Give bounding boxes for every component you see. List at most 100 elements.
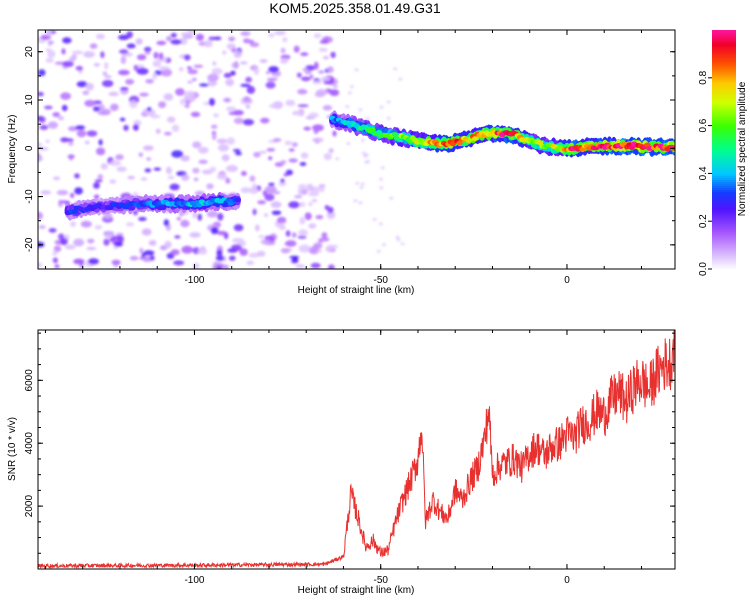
noise-speckle (257, 200, 266, 205)
noise-speckle (138, 217, 147, 221)
noise-speckle (328, 148, 334, 154)
noise-speckle (217, 230, 227, 236)
noise-speckle (274, 30, 286, 36)
noise-speckle (56, 189, 69, 196)
colorbar-label: Normalized spectral amplitude (737, 81, 748, 216)
noise-speckle (87, 238, 95, 244)
noise-speckle (93, 182, 100, 189)
noise-speckle (70, 221, 77, 227)
noise-speckle (225, 177, 231, 184)
noise-speckle (389, 196, 394, 200)
noise-speckle (208, 36, 216, 41)
noise-speckle (178, 67, 184, 72)
colorbar-segment (712, 199, 736, 202)
noise-speckle (61, 48, 66, 55)
colorbar: 0.0 0.2 0.4 0.6 0.8 Normalized spectral ampl… (698, 30, 748, 276)
noise-speckle (144, 46, 152, 53)
colorbar-segment (712, 183, 736, 186)
noise-speckle (315, 215, 324, 220)
noise-speckle (204, 39, 213, 48)
noise-speckle (346, 142, 351, 145)
noise-speckle (94, 225, 103, 230)
colorbar-segment (712, 141, 736, 145)
noise-speckle (280, 178, 285, 183)
noise-speckle (158, 66, 170, 71)
noise-speckle (52, 112, 60, 118)
colorbar-segment (712, 197, 736, 200)
noise-speckle (189, 232, 201, 238)
noise-speckle (240, 187, 251, 194)
y-tick-label: 0 (24, 145, 35, 151)
noise-speckle (260, 117, 270, 124)
noise-speckle (135, 38, 143, 45)
noise-speckle (354, 68, 359, 72)
noise-speckle (266, 148, 276, 152)
colorbar-segment (712, 151, 736, 155)
noise-speckle (192, 77, 197, 82)
colorbar-segment (712, 241, 736, 244)
snr-y-label: SNR (10 * v/v) (7, 417, 18, 481)
colorbar-tick-label: 0.8 (698, 70, 709, 84)
snr-frame (37, 329, 676, 570)
noise-speckle (139, 92, 149, 97)
noise-speckle (148, 240, 157, 246)
noise-speckle (225, 106, 237, 112)
noise-speckle (332, 84, 339, 89)
colorbar-segment (712, 63, 736, 67)
colorbar-segment (712, 153, 736, 157)
noise-speckle (223, 72, 232, 78)
noise-speckle (38, 142, 43, 147)
noise-speckle (129, 100, 138, 109)
noise-speckle (45, 57, 54, 63)
noise-speckle (163, 219, 170, 227)
noise-speckle (126, 43, 136, 49)
noise-speckle (278, 181, 287, 187)
noise-speckle (152, 72, 158, 80)
x-tick-label: -50 (373, 575, 388, 586)
noise-speckle (288, 148, 295, 152)
noise-speckle (282, 37, 288, 43)
noise-speckle (129, 256, 139, 261)
noise-speckle (304, 212, 312, 221)
noise-speckle (74, 187, 83, 195)
noise-speckle (208, 98, 215, 106)
noise-speckle (269, 104, 277, 109)
colorbar-segment (712, 191, 736, 194)
noise-speckle (104, 75, 112, 79)
noise-speckle (308, 201, 313, 207)
colorbar-segment (712, 167, 736, 171)
noise-speckle (38, 154, 43, 162)
noise-speckle (396, 238, 401, 242)
noise-speckle (252, 183, 257, 191)
noise-speckle (44, 105, 53, 110)
noise-speckle (155, 128, 161, 134)
colorbar-segment (712, 227, 736, 230)
noise-speckle (61, 104, 68, 112)
noise-speckle (181, 245, 193, 254)
noise-speckle (315, 89, 328, 96)
colorbar-segment (712, 161, 736, 165)
noise-speckle (156, 40, 167, 46)
colorbar-segment (712, 239, 736, 242)
noise-speckle (158, 101, 167, 109)
colorbar-segment (712, 165, 736, 169)
noise-speckle (347, 91, 352, 95)
y-tick-label: -20 (24, 237, 35, 252)
noise-speckle (358, 201, 363, 205)
noise-speckle (268, 182, 275, 187)
colorbar-segment (712, 187, 736, 190)
noise-speckle (308, 246, 320, 255)
noise-speckle (198, 146, 209, 154)
noise-speckle (97, 174, 104, 180)
noise-speckle (249, 42, 260, 48)
colorbar-tick-label: 0.0 (698, 262, 709, 276)
noise-speckle (170, 249, 180, 256)
noise-speckle (104, 61, 109, 70)
noise-speckle (45, 139, 50, 143)
noise-speckle (171, 150, 184, 158)
noise-speckle (299, 162, 307, 166)
noise-speckle (146, 157, 152, 161)
noise-speckle (138, 152, 144, 157)
noise-speckle (355, 181, 360, 185)
colorbar-segment (712, 89, 736, 93)
